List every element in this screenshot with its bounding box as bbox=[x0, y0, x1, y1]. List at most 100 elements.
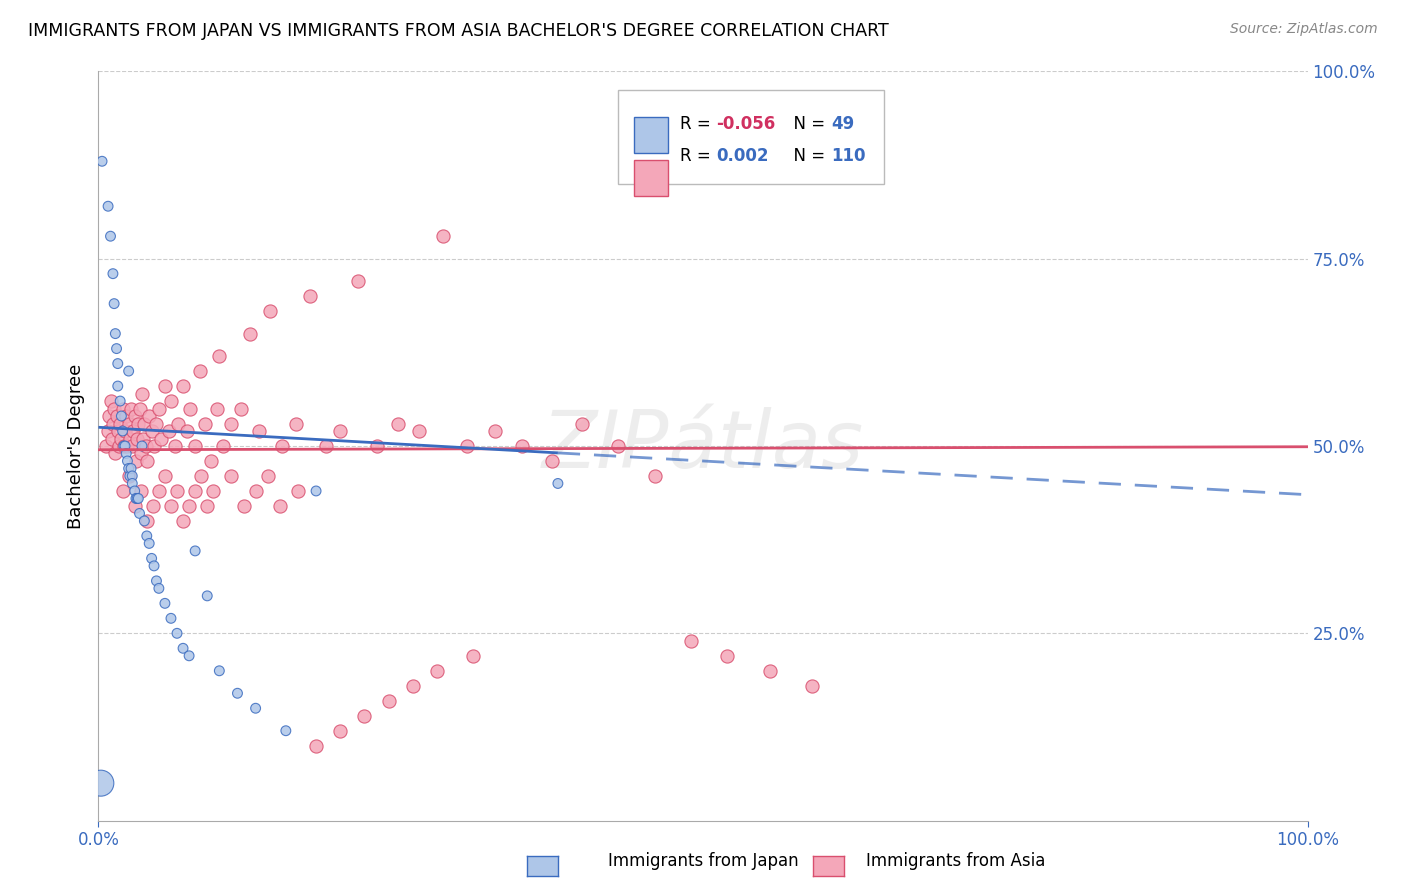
Point bbox=[143, 558, 166, 573]
Point bbox=[91, 154, 114, 169]
Point bbox=[135, 529, 157, 543]
Point bbox=[160, 499, 183, 513]
Point bbox=[124, 499, 146, 513]
Point bbox=[510, 439, 533, 453]
Point bbox=[644, 469, 666, 483]
Bar bbox=[634, 117, 668, 153]
Point bbox=[571, 417, 593, 431]
Point bbox=[153, 596, 176, 610]
Point bbox=[184, 439, 207, 453]
Point bbox=[122, 424, 145, 438]
Point bbox=[157, 424, 180, 438]
Point bbox=[184, 544, 207, 558]
Point bbox=[205, 401, 228, 416]
Point bbox=[148, 483, 170, 498]
Point bbox=[274, 723, 297, 738]
Point bbox=[124, 483, 146, 498]
Point bbox=[402, 679, 425, 693]
Point bbox=[138, 409, 160, 423]
Point bbox=[366, 439, 388, 453]
Point bbox=[607, 439, 630, 453]
Point bbox=[172, 641, 194, 656]
Point bbox=[387, 417, 409, 431]
Point bbox=[118, 469, 141, 483]
Point bbox=[758, 664, 780, 678]
Text: 0.002: 0.002 bbox=[716, 147, 769, 165]
Point bbox=[141, 551, 163, 566]
Point bbox=[239, 326, 262, 341]
Point bbox=[101, 267, 124, 281]
Point bbox=[160, 611, 183, 625]
Point bbox=[166, 626, 188, 640]
Point bbox=[131, 439, 153, 453]
Point bbox=[124, 409, 146, 423]
Point bbox=[118, 432, 141, 446]
Point bbox=[135, 454, 157, 468]
Point bbox=[153, 469, 176, 483]
Point bbox=[208, 664, 231, 678]
Point bbox=[115, 446, 138, 460]
Point bbox=[195, 499, 218, 513]
Point bbox=[256, 469, 278, 483]
Point bbox=[247, 424, 270, 438]
Point bbox=[104, 446, 127, 460]
Point bbox=[110, 409, 132, 423]
Point bbox=[221, 469, 243, 483]
Point bbox=[190, 469, 212, 483]
Point bbox=[134, 417, 156, 431]
Point bbox=[329, 723, 352, 738]
Point bbox=[108, 394, 131, 409]
Point bbox=[120, 401, 142, 416]
Point bbox=[100, 432, 122, 446]
Point bbox=[97, 424, 120, 438]
Point bbox=[153, 379, 176, 393]
Point bbox=[111, 424, 134, 438]
Point bbox=[269, 499, 291, 513]
Point bbox=[299, 289, 322, 303]
Point bbox=[212, 439, 235, 453]
Point bbox=[229, 401, 252, 416]
Point bbox=[287, 483, 309, 498]
Point bbox=[172, 514, 194, 528]
Point bbox=[166, 483, 188, 498]
Point bbox=[194, 417, 217, 431]
Point bbox=[353, 708, 375, 723]
Point bbox=[131, 386, 153, 401]
Point bbox=[145, 574, 167, 588]
Point bbox=[148, 401, 170, 416]
Point bbox=[138, 536, 160, 550]
Point bbox=[107, 357, 129, 371]
Point bbox=[432, 229, 454, 244]
Point bbox=[127, 491, 149, 506]
Point bbox=[179, 648, 201, 663]
Point bbox=[184, 483, 207, 498]
Text: ZIPátlas: ZIPátlas bbox=[541, 407, 865, 485]
Point bbox=[115, 409, 138, 423]
Point bbox=[121, 476, 143, 491]
Point bbox=[172, 379, 194, 393]
Point bbox=[347, 274, 370, 288]
Point bbox=[125, 491, 148, 506]
Point bbox=[284, 417, 307, 431]
Point bbox=[94, 439, 117, 453]
Point bbox=[134, 514, 156, 528]
Point bbox=[145, 417, 167, 431]
Point bbox=[176, 424, 198, 438]
Point bbox=[105, 342, 128, 356]
Point bbox=[142, 499, 165, 513]
Point bbox=[329, 424, 352, 438]
Point bbox=[127, 491, 149, 506]
Point bbox=[135, 439, 157, 453]
Point bbox=[716, 648, 738, 663]
Point bbox=[120, 461, 142, 475]
Text: R =: R = bbox=[681, 147, 716, 165]
Point bbox=[118, 417, 141, 431]
Point bbox=[128, 401, 150, 416]
Point bbox=[232, 499, 254, 513]
Point bbox=[125, 454, 148, 468]
Point bbox=[679, 633, 702, 648]
Y-axis label: Bachelor's Degree: Bachelor's Degree bbox=[66, 363, 84, 529]
Point bbox=[456, 439, 478, 453]
Point bbox=[202, 483, 225, 498]
Point bbox=[259, 304, 281, 318]
